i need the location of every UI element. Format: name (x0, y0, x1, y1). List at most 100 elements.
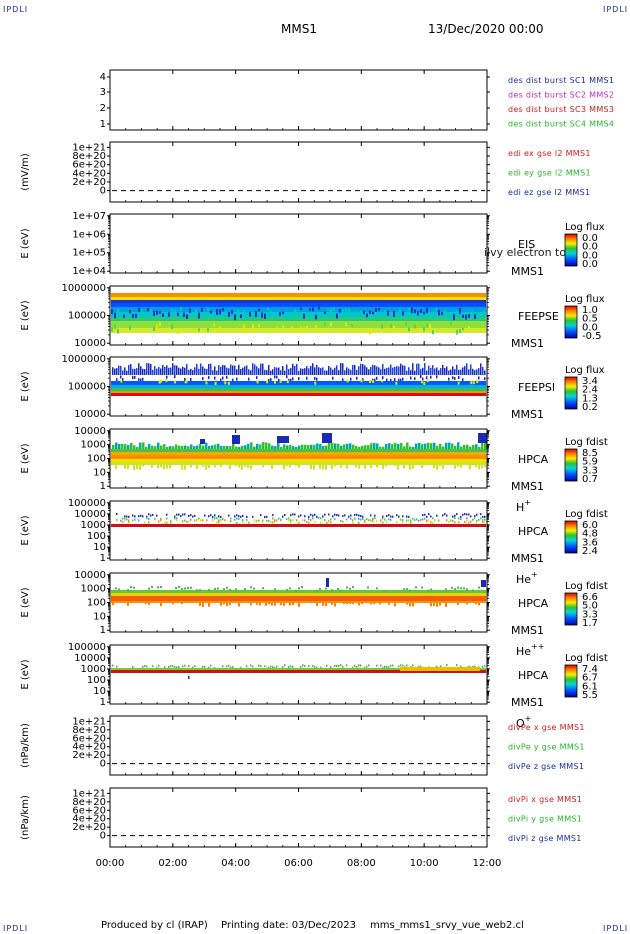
spectrogram-cell (220, 378, 222, 382)
spectrogram-cell (457, 586, 459, 589)
spectrogram-cell (361, 445, 364, 450)
spectrogram-cell (358, 518, 360, 521)
spectrogram-cell (138, 307, 140, 313)
y-tick-label: 1e+05 (72, 248, 106, 259)
spectrogram-cell (388, 603, 390, 605)
spectrogram-cell (142, 515, 144, 518)
spectrogram-cell (183, 312, 185, 318)
spectrogram-cell (384, 368, 386, 375)
spectrogram-cell (402, 519, 404, 522)
spectrogram-cell (466, 513, 468, 516)
spectrogram-cell (220, 519, 222, 522)
spectrogram-cell (171, 308, 173, 312)
spectrogram-cell (151, 465, 153, 468)
spectrogram-cell (364, 365, 366, 375)
spectrogram-cell (342, 520, 344, 523)
spectrogram-cell (289, 445, 292, 450)
y-tick-label: 6e+20 (72, 160, 106, 171)
spectrogram-cell (234, 314, 236, 321)
spectrogram-band (111, 455, 486, 459)
spectrogram-cell (325, 603, 327, 607)
spectrogram-cell (355, 445, 358, 450)
spectrogram-cell (379, 446, 382, 450)
spectrogram-cell (146, 515, 148, 518)
y-tick-label: 1 (100, 625, 106, 636)
spectrogram-cell (193, 446, 196, 450)
spectrogram-cell (386, 520, 388, 523)
spectrogram-cell (470, 381, 473, 385)
spectrogram-cell (384, 665, 386, 668)
spectrogram-cell (157, 465, 159, 469)
colorbar (564, 233, 578, 267)
spectrogram-cell (292, 513, 294, 516)
spectrogram-cell (210, 310, 212, 314)
y-tick-label: 1e+04 (72, 266, 106, 277)
y-tick-label: 8e+20 (72, 725, 106, 736)
spectrogram-cell (422, 518, 424, 521)
spectrogram-cell (358, 603, 360, 606)
colorbar-tick-label: 0.5 (582, 314, 598, 325)
spectrogram-cell (194, 519, 196, 522)
spectrogram-cell (235, 446, 238, 450)
spectrogram-cell (481, 465, 483, 469)
spectrogram-cell (117, 308, 119, 314)
spectrogram-cell (402, 521, 404, 524)
spectrogram-cell (156, 368, 158, 375)
spectrogram-cell (414, 324, 416, 329)
spectrogram-cell (181, 465, 183, 470)
spectrogram-cell (156, 666, 158, 669)
spectrogram-cell (153, 326, 155, 332)
spectrogram-cell (202, 366, 204, 375)
spectrogram-band (111, 391, 486, 393)
spectrogram-cell (308, 368, 310, 375)
spectrogram-band (111, 328, 486, 333)
spectrogram-cell (290, 514, 292, 517)
spectrogram-cell (464, 520, 466, 523)
spectrogram-cell (450, 369, 452, 375)
legend-entry: des dist burst SC2 MMS2 (508, 91, 614, 100)
spectrogram-cell (387, 327, 389, 333)
spectrogram-cell (146, 665, 148, 668)
spectrogram-cell (454, 588, 456, 591)
spectrogram-cell (393, 311, 395, 317)
spectrogram-cell (312, 363, 314, 375)
spectrogram-cell (480, 517, 482, 520)
spectrogram-cell (422, 377, 424, 381)
spectrogram-cell (463, 587, 465, 590)
spectrogram-cell (390, 515, 392, 518)
spectrogram-cell (254, 519, 256, 522)
spectrogram-cell (277, 436, 289, 443)
spectrogram-cell (208, 666, 210, 669)
spectrogram-band (111, 459, 486, 462)
spectrogram-cell (306, 325, 308, 328)
spectrogram-cell (256, 366, 258, 375)
spectrogram-cell (258, 664, 260, 667)
spectrogram-cell (322, 515, 324, 518)
spectrogram-cell (342, 363, 344, 375)
spectrogram-cell (344, 514, 346, 517)
spectrogram-cell (380, 664, 382, 667)
spectrogram-cell (210, 363, 212, 375)
spectrogram-cell (378, 367, 380, 375)
spacecraft-label: MMS1 (511, 408, 544, 421)
spectrogram-cell (134, 515, 136, 518)
spectrogram-cell (313, 444, 316, 450)
spectrogram-cell (446, 664, 448, 667)
spectrogram-cell (472, 368, 474, 375)
spectrogram-cell (319, 587, 321, 590)
spectrogram-cell (256, 443, 259, 450)
spectrogram-cell (266, 515, 268, 518)
y-axis-label: E (eV) (20, 228, 31, 258)
spectrogram-cell (412, 603, 414, 607)
spectrogram-cell (330, 307, 332, 314)
spectrogram-cell (436, 375, 438, 379)
spectrogram-cell (316, 515, 318, 518)
spectrogram-cell (428, 513, 430, 516)
spectrogram-cell (278, 367, 280, 375)
spectrogram-cell (262, 363, 264, 375)
spectrogram-cell (466, 444, 469, 450)
y-tick-label: 10 (93, 467, 106, 478)
spectrogram-cell (226, 375, 228, 379)
spectrogram-cell (370, 514, 372, 517)
y-tick-label: 10 (93, 686, 106, 697)
